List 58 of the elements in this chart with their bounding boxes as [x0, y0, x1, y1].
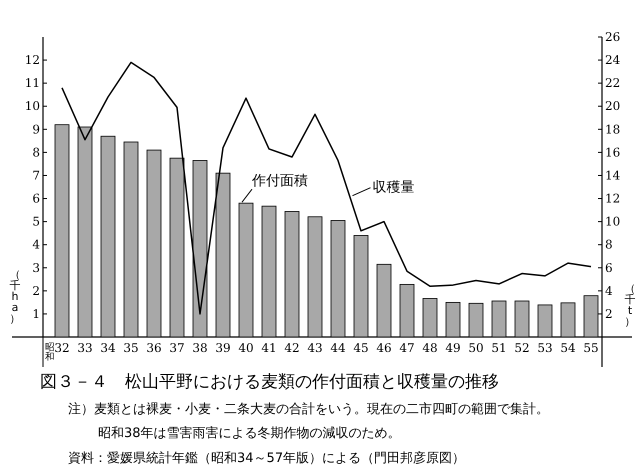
x-tick-label: 33 [77, 341, 93, 355]
y2-tick-label: 6 [605, 260, 613, 275]
x-tick-label: 38 [192, 341, 208, 355]
text: 昭和38年は雪害雨害による冬期作物の減収のため。 [98, 425, 401, 441]
x-tick-label: 50 [468, 341, 484, 355]
x-tick-label: 55 [583, 341, 599, 355]
x-axis-title: 昭和 [45, 342, 55, 362]
y2-tick-label: 2 [605, 306, 613, 321]
y-tick-label: 8 [32, 145, 40, 160]
y-tick-label: 11 [24, 76, 40, 90]
x-tick-label: 54 [560, 341, 576, 355]
x-tick-label: 42 [284, 341, 300, 355]
y-tick-label: 10 [24, 99, 40, 114]
y-axis-title: （千ha） [10, 268, 20, 325]
x-tick-label: 37 [169, 341, 185, 355]
y2-tick-label: 24 [605, 53, 621, 68]
y2-tick-label: 18 [605, 122, 620, 136]
x-tick-label: 47 [399, 341, 415, 355]
legend-label: 収穫量 [372, 180, 414, 196]
x-tick-label: 39 [215, 341, 231, 355]
y2-axis-title: （千t） [624, 282, 636, 328]
x-tick-label: 40 [238, 341, 254, 355]
y-tick-label: 2 [32, 284, 40, 298]
y-tick-label: 7 [32, 168, 40, 182]
x-tick-label: 53 [537, 341, 553, 355]
x-tick-label: 34 [100, 341, 116, 355]
text: 資料：愛媛県統計年鑑（昭和34～57年版）による（門田邦彦原図） [68, 450, 466, 466]
y2-tick-label: 22 [605, 76, 620, 90]
x-tick-label: 45 [353, 341, 369, 355]
text: 図３－４ 松山平野における麦類の作付面積と収穫量の推移 [40, 372, 499, 392]
x-tick-label: 49 [445, 341, 461, 355]
y2-tick-label: 16 [605, 145, 620, 160]
x-tick-label: 43 [307, 341, 323, 355]
y2-tick-label: 20 [605, 99, 620, 114]
x-tick-label: 52 [514, 341, 530, 355]
text: 注）麦類とは裸麦・小麦・二条大麦の合計をいう。現在の二市四町の範囲で集計。 [68, 402, 549, 417]
x-tick-label: 32 [54, 341, 70, 355]
x-tick-label: 35 [123, 341, 139, 355]
y-tick-label: 12 [24, 53, 40, 68]
y-tick-label: 5 [32, 214, 40, 229]
y2-tick-label: 26 [605, 30, 620, 44]
y-tick-label: 4 [32, 238, 40, 252]
y2-tick-label: 14 [605, 168, 621, 182]
series-label: 作付面積 [251, 173, 308, 190]
x-tick-label: 48 [422, 341, 438, 355]
y2-tick-label: 4 [605, 284, 613, 298]
x-tick-label: 36 [146, 341, 162, 355]
y2-tick-label: 12 [605, 192, 620, 206]
x-tick-label: 41 [261, 341, 277, 355]
y2-tick-label: 8 [605, 238, 613, 252]
x-tick-label: 46 [376, 341, 392, 355]
y-tick-label: 6 [32, 192, 40, 206]
y-tick-label: 1 [32, 306, 40, 321]
y-tick-label: 9 [32, 122, 40, 136]
y-tick-label: 3 [32, 260, 40, 275]
y2-tick-label: 10 [605, 214, 620, 229]
x-tick-label: 51 [491, 341, 507, 355]
x-tick-label: 44 [330, 341, 346, 355]
